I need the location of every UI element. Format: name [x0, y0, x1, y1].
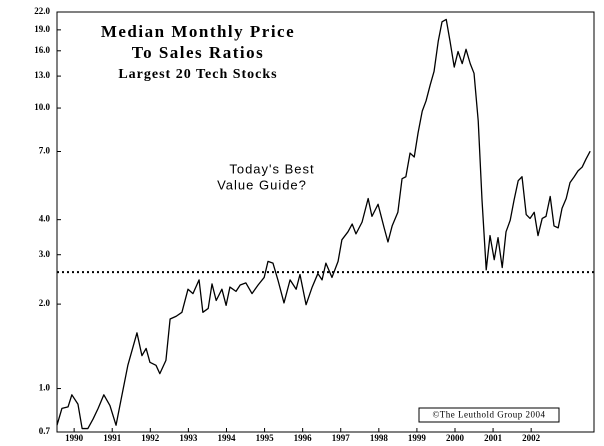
y-tick-label: 16.0 [34, 45, 50, 55]
footer: ©The Leuthold Group 2004 [432, 410, 545, 420]
y-tick-label: 4.0 [39, 214, 51, 224]
x-tick-label: 1990 [65, 433, 84, 443]
x-tick-label: 1999 [408, 433, 427, 443]
chart-title: To Sales Ratios [132, 43, 264, 62]
annotation: Today's Best [229, 161, 314, 176]
x-tick-label: 1992 [141, 433, 160, 443]
footer-box [418, 407, 560, 423]
x-tick-label: 1996 [294, 433, 313, 443]
x-tick-label: 2001 [484, 433, 503, 443]
y-tick-label: 0.7 [39, 426, 51, 436]
chart-title: Median Monthly Price [101, 22, 295, 41]
x-tick-label: 1998 [370, 433, 389, 443]
plot-frame [56, 11, 595, 433]
y-tick-label: 19.0 [34, 24, 50, 34]
y-tick-label: 10.0 [34, 102, 50, 112]
price-line [56, 18, 591, 430]
x-tick-label: 1991 [103, 433, 122, 443]
x-tick-label: 2000 [446, 433, 465, 443]
x-tick-label: 1993 [179, 433, 198, 443]
annotation: Value Guide? [217, 177, 307, 192]
x-tick-label: 1997 [332, 433, 351, 443]
x-tick-label: 2002 [522, 433, 541, 443]
y-tick-label: 3.0 [39, 249, 51, 259]
y-tick-label: 7.0 [39, 146, 51, 156]
chart-subtitle: Largest 20 Tech Stocks [118, 67, 277, 82]
x-tick-label: 1995 [256, 433, 275, 443]
y-tick-label: 1.0 [39, 383, 51, 393]
y-tick-label: 22.0 [34, 6, 50, 16]
y-tick-label: 13.0 [34, 70, 50, 80]
y-tick-label: 2.0 [39, 298, 51, 308]
x-tick-label: 1994 [217, 433, 236, 443]
